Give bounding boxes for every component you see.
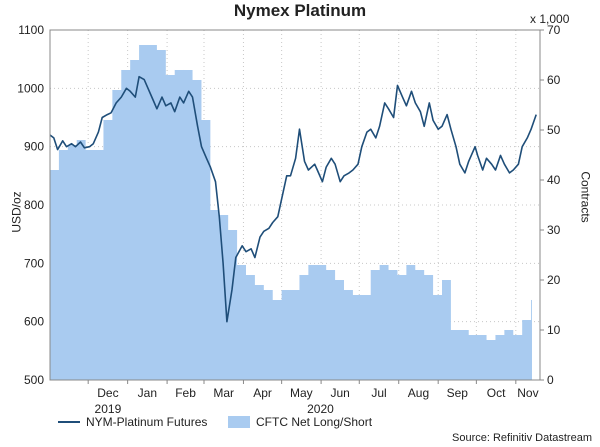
left-tick-label: 600 <box>24 315 44 329</box>
right-tick-label: 70 <box>547 23 561 37</box>
x-tick-label: Jul <box>371 386 386 400</box>
platinum-line-series <box>49 75 537 323</box>
right-axis-label: Contracts <box>578 171 593 223</box>
right-tick-label: 10 <box>547 323 561 337</box>
legend-area-label: CFTC Net Long/Short <box>256 415 373 429</box>
right-tick-label: 60 <box>547 73 561 87</box>
x-tick-label: May <box>290 386 313 400</box>
platinum-line <box>49 75 537 323</box>
x-tick-label: Feb <box>175 386 196 400</box>
left-tick-label: 700 <box>24 256 44 270</box>
right-tick-label: 30 <box>547 223 561 237</box>
plot-border <box>49 29 541 381</box>
source-note: Source: Refinitiv Datastream <box>452 432 592 444</box>
left-tick-label: 1000 <box>17 81 44 95</box>
x-tick-label: Jan <box>138 386 157 400</box>
chart-title: Nymex Platinum <box>233 1 367 20</box>
right-tick-label: 50 <box>547 123 561 137</box>
right-tick-label: 0 <box>547 373 554 387</box>
right-tick-label: 20 <box>547 273 561 287</box>
left-axis-label: USD/oz <box>9 191 24 233</box>
left-axis-ticks: 500 600 700 800 900 1000 1100 <box>17 23 44 387</box>
right-axis-unit: x 1,000 <box>530 12 570 26</box>
left-tick-label: 500 <box>24 373 44 387</box>
x-tick-label: Dec <box>97 386 118 400</box>
year-label: 2019 <box>95 402 122 416</box>
left-tick-label: 900 <box>24 140 44 154</box>
left-tick-label: 800 <box>24 198 44 212</box>
year-label: 2020 <box>307 402 334 416</box>
x-tick-label: Sep <box>447 386 469 400</box>
left-tick-label: 1100 <box>18 23 44 37</box>
right-axis-ticks: 0 10 20 30 40 50 60 70 <box>540 23 561 387</box>
x-tick-label: Jun <box>331 386 350 400</box>
x-tick-label: Oct <box>487 386 506 400</box>
x-tick-label: Aug <box>408 386 429 400</box>
area-swatch-icon <box>228 416 250 428</box>
plot-frame <box>49 29 541 381</box>
legend-item-line: NYM-Platinum Futures <box>58 415 207 429</box>
line-swatch-icon <box>58 421 80 423</box>
legend-item-area: CFTC Net Long/Short <box>228 415 372 429</box>
x-axis-ticks: Dec Jan Feb Mar Apr May Jun Jul Aug Sep Oct Nov 2019… <box>87 380 539 416</box>
legend-line-label: NYM-Platinum Futures <box>86 415 208 429</box>
cftc-area-fill <box>50 45 537 380</box>
x-tick-label: Nov <box>517 386 538 400</box>
right-tick-label: 40 <box>547 173 561 187</box>
x-tick-label: Apr <box>253 386 272 400</box>
x-tick-label: Mar <box>213 386 234 400</box>
